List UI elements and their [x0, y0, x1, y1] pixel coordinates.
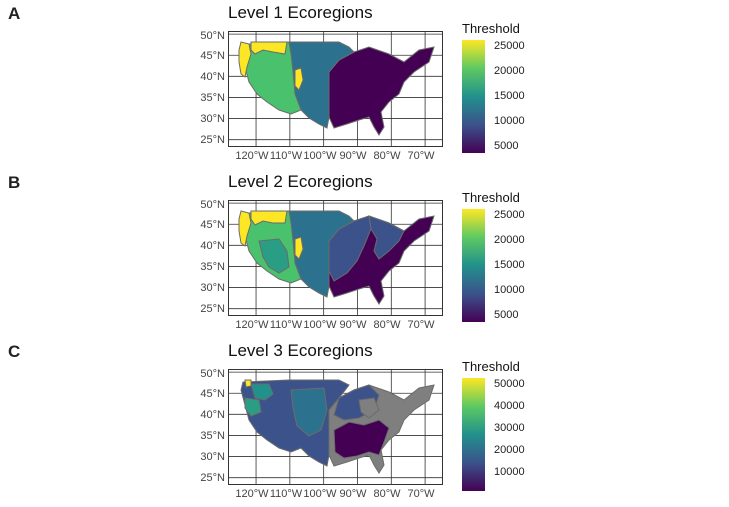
region-southeast [333, 419, 390, 459]
ecoregion-map [238, 210, 435, 305]
legend-label: 15000 [494, 90, 525, 102]
lon-label: 110°W [269, 150, 303, 162]
map-svg [229, 32, 442, 146]
region-western-mountains [250, 41, 288, 55]
lon-label: 110°W [269, 319, 303, 331]
lon-label: 120°W [235, 150, 269, 162]
legend-label: 30000 [494, 422, 525, 434]
panel-b: B Level 2 Ecoregions 50°N 45°N 40°N 35°N… [0, 169, 729, 338]
lon-label: 90°W [339, 150, 367, 162]
ecoregion-map [238, 41, 435, 136]
lat-label: 40°N [200, 240, 225, 252]
region-rockies-yellow [294, 236, 304, 260]
legend-label: 40000 [494, 400, 525, 412]
legend-label: 50000 [494, 378, 525, 390]
region-marine-west-coast [238, 210, 252, 247]
region-gray-band [358, 397, 380, 419]
legend-label: 20000 [494, 65, 525, 77]
lat-label: 50°N [200, 199, 225, 211]
lat-label: 30°N [200, 113, 225, 125]
legend-colorbar [462, 378, 485, 491]
lat-label: 45°N [200, 219, 225, 231]
region-plains-teal [290, 387, 328, 437]
map-frame [228, 369, 443, 485]
lon-label: 120°W [235, 319, 269, 331]
region-appalachian [368, 215, 405, 260]
legend-label: 25000 [494, 209, 525, 221]
legend-label: 10000 [494, 284, 525, 296]
legend-label: 10000 [494, 115, 525, 127]
lat-label: 45°N [200, 388, 225, 400]
map-svg [229, 370, 442, 484]
panel-letter: A [8, 4, 21, 23]
lon-label: 90°W [339, 488, 367, 500]
ecoregion-map [240, 379, 435, 474]
lat-label: 25°N [200, 303, 225, 315]
lon-label: 100°W [303, 319, 337, 331]
panel-title: Level 1 Ecoregions [228, 3, 373, 22]
lon-label: 100°W [303, 150, 337, 162]
lat-label: 30°N [200, 282, 225, 294]
region-nw-green [250, 383, 274, 401]
legend-colorbar [462, 209, 485, 322]
lon-label: 100°W [303, 488, 337, 500]
lat-label: 40°N [200, 409, 225, 421]
lat-label: 35°N [200, 430, 225, 442]
legend-label: 5000 [494, 140, 519, 152]
lat-label: 25°N [200, 472, 225, 484]
panel-title: Level 2 Ecoregions [228, 172, 373, 191]
legend-title: Threshold [462, 190, 520, 205]
panel-letter: C [8, 342, 21, 361]
lat-label: 45°N [200, 50, 225, 62]
lon-label: 70°W [407, 488, 435, 500]
map-svg [229, 201, 442, 315]
legend-label: 5000 [494, 309, 519, 321]
region-nw-teal [244, 397, 262, 417]
lon-label: 80°W [373, 488, 401, 500]
lat-label: 50°N [200, 368, 225, 380]
lon-label: 80°W [373, 319, 401, 331]
lat-label: 30°N [200, 451, 225, 463]
legend-colorbar [462, 40, 485, 153]
lat-label: 40°N [200, 71, 225, 83]
lon-label: 120°W [235, 488, 269, 500]
region-western-cordillera [250, 210, 288, 226]
region-marine-west-coast [238, 41, 252, 78]
lon-label: 110°W [269, 488, 303, 500]
map-frame [228, 200, 443, 316]
panel-letter: B [8, 173, 21, 192]
lon-label: 70°W [407, 150, 435, 162]
lon-label: 90°W [339, 319, 367, 331]
lon-label: 80°W [373, 150, 401, 162]
region-coast-yellow [244, 379, 252, 388]
legend-label: 15000 [494, 259, 525, 271]
region-cold-deserts [258, 238, 290, 274]
lon-label: 70°W [407, 319, 435, 331]
legend-label: 25000 [494, 40, 525, 52]
legend-title: Threshold [462, 359, 520, 374]
panel-c: C Level 3 Ecoregions 50°N 45°N 40°N 35°N… [0, 338, 729, 507]
lat-label: 35°N [200, 261, 225, 273]
lat-label: 35°N [200, 92, 225, 104]
legend-title: Threshold [462, 21, 520, 36]
panel-a: A Level 1 Ecoregions 50°N 45°N 40°N 35°N… [0, 0, 729, 169]
legend-label: 10000 [494, 466, 525, 478]
region-rockies-yellow [294, 67, 304, 91]
legend-label: 20000 [494, 444, 525, 456]
region-eastern-forests [328, 46, 435, 136]
map-frame [228, 31, 443, 147]
lat-label: 25°N [200, 134, 225, 146]
panel-title: Level 3 Ecoregions [228, 341, 373, 360]
legend-label: 20000 [494, 234, 525, 246]
lat-label: 50°N [200, 30, 225, 42]
